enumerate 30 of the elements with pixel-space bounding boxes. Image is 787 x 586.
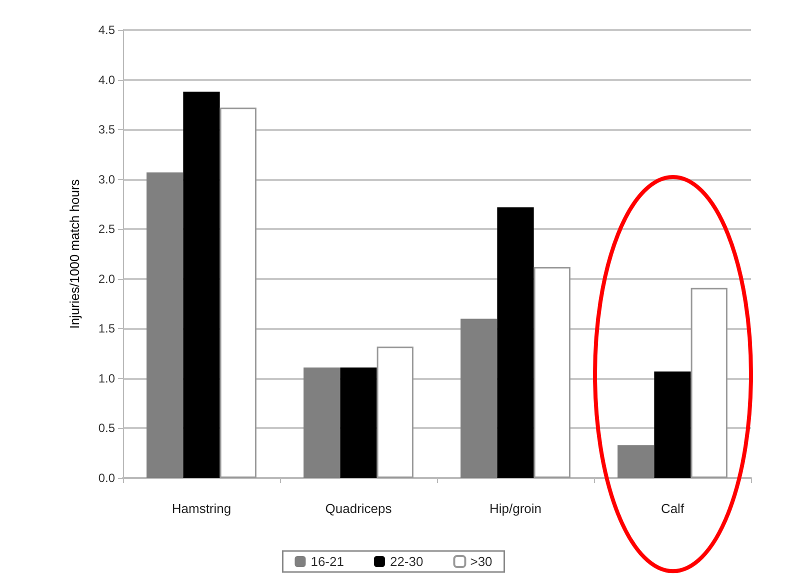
- bar: [654, 371, 691, 478]
- y-tick-label: 2.5: [98, 222, 116, 236]
- y-tick-label: 0.5: [98, 421, 116, 436]
- bar: [497, 207, 534, 478]
- y-tick-label: 1.0: [98, 371, 116, 386]
- bar: [460, 318, 498, 478]
- bar: [146, 172, 184, 478]
- y-tick-label: 4.0: [98, 72, 116, 87]
- x-tick-label: Hip/groin: [489, 501, 542, 516]
- bar: [690, 288, 728, 478]
- x-tick-label: Quadriceps: [325, 501, 392, 516]
- legend-label: 22-30: [390, 554, 424, 569]
- bar: [376, 346, 414, 478]
- y-tick-label: 0.0: [98, 471, 116, 485]
- legend-label: >30: [470, 554, 492, 569]
- x-tick-label: Calf: [660, 501, 684, 516]
- bar: [304, 367, 340, 478]
- y-tick-label: 3.0: [98, 172, 116, 186]
- bar: [340, 367, 377, 478]
- y-tick-label: 1.5: [98, 322, 116, 336]
- y-tick-label: 4.5: [98, 23, 116, 37]
- bar: [183, 92, 220, 478]
- y-tick-label: 3.5: [98, 122, 116, 137]
- bar: [220, 108, 256, 478]
- bar: [618, 445, 654, 478]
- bar: [534, 266, 570, 478]
- legend-label: 16-21: [310, 554, 344, 569]
- y-tick-label: 2.0: [98, 272, 116, 286]
- y-axis-title: Injuries/1000 match hours: [67, 178, 82, 329]
- x-tick-label: Hamstring: [172, 501, 232, 516]
